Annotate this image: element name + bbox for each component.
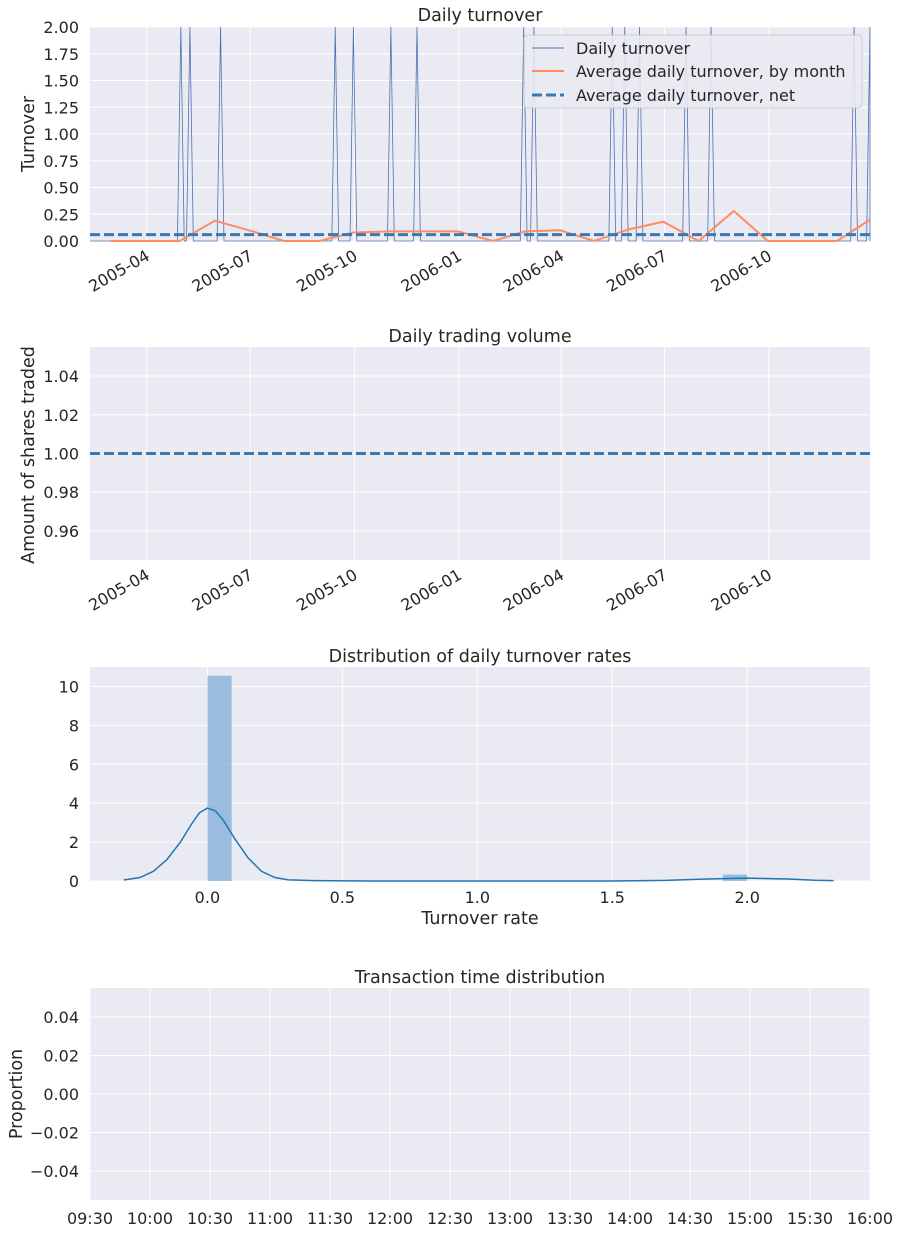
x-tick-label: 13:00 bbox=[487, 1209, 533, 1228]
plot-marks bbox=[123, 675, 834, 882]
x-tick-label: 1.5 bbox=[600, 888, 625, 907]
turnover-distribution-panel: 0 2 4 6 8 10 0.0 0.5 1.0 1.5 2.0 Distribution of … bbox=[59, 647, 870, 929]
transaction-time-panel: −0.04 −0.02 0.00 0.02 0.04 09:30 10:00 10:30 11… bbox=[7, 968, 893, 1228]
y-tick-label: 0.50 bbox=[43, 179, 79, 198]
x-tick-label: 1.0 bbox=[465, 888, 490, 907]
x-tick-labels: 2005-04 2005-07 2005-10 2006-01 2006-04 2006-… bbox=[85, 246, 775, 296]
x-tick-label: 2005-10 bbox=[293, 565, 360, 615]
x-tick-label: 2006-04 bbox=[500, 565, 567, 615]
y-tick-label: 1.00 bbox=[43, 445, 79, 464]
chart-title: Distribution of daily turnover rates bbox=[329, 647, 632, 667]
y-tick-label: 2 bbox=[69, 833, 79, 852]
chart-title: Transaction time distribution bbox=[354, 968, 606, 988]
y-tick-label: 0.75 bbox=[43, 152, 79, 171]
y-tick-label: −0.02 bbox=[30, 1124, 79, 1143]
series-line-monthly-average bbox=[110, 209, 871, 243]
x-tick-label: 2005-10 bbox=[293, 246, 360, 296]
legend-box bbox=[523, 34, 863, 109]
chart-title: Daily trading volume bbox=[388, 327, 571, 347]
x-tick-label: 2006-01 bbox=[398, 565, 465, 615]
y-tick-labels: 0.96 0.98 1.00 1.02 1.04 bbox=[43, 367, 79, 541]
x-tick-label: 2005-04 bbox=[85, 246, 152, 296]
plot-marks bbox=[90, 26, 871, 243]
daily-trading-volume-panel: 0.960.981.001.021.04 2005-04 2005-07 2005-… bbox=[19, 327, 870, 615]
histogram-bar bbox=[207, 675, 232, 881]
x-tick-labels: 0.0 0.5 1.0 1.5 2.0 bbox=[195, 888, 760, 907]
y-tick-label: 0.04 bbox=[43, 1008, 79, 1027]
x-tick-label: 12:30 bbox=[427, 1209, 473, 1228]
legend: Daily turnover Average daily turnover, b… bbox=[523, 34, 863, 109]
y-tick-label: 0.00 bbox=[43, 1085, 79, 1104]
x-tick-label: 09:30 bbox=[67, 1209, 113, 1228]
x-tick-label: 2006-04 bbox=[500, 246, 567, 296]
daily-turnover-panel: 0.00 0.25 0.50 0.75 1.00 1.25 1.50 1.75 2.00 200… bbox=[19, 6, 871, 296]
x-axis-label: Turnover rate bbox=[420, 909, 538, 929]
y-tick-label: 2.00 bbox=[43, 18, 79, 37]
x-tick-label: 16:00 bbox=[847, 1209, 893, 1228]
x-tick-label: 2006-01 bbox=[398, 246, 465, 296]
legend-entry-monthly-average: Average daily turnover, by month bbox=[576, 62, 846, 81]
x-tick-label: 13:30 bbox=[547, 1209, 593, 1228]
x-tick-label: 2005-07 bbox=[189, 565, 256, 615]
x-tick-label: 14:30 bbox=[667, 1209, 713, 1228]
x-tick-label: 2005-07 bbox=[189, 246, 256, 296]
legend-entry-net-average: Average daily turnover, net bbox=[576, 86, 795, 105]
y-tick-label: 1.75 bbox=[43, 45, 79, 64]
x-tick-label: 0.5 bbox=[330, 888, 355, 907]
y-tick-label: 4 bbox=[69, 794, 79, 813]
y-tick-label: 8 bbox=[69, 716, 79, 735]
y-tick-label: 1.25 bbox=[43, 98, 79, 117]
x-tick-label: 11:30 bbox=[307, 1209, 353, 1228]
x-tick-label: 10:00 bbox=[127, 1209, 173, 1228]
x-tick-label: 10:30 bbox=[187, 1209, 233, 1228]
x-tick-label: 12:00 bbox=[367, 1209, 413, 1228]
y-tick-label: 0.02 bbox=[43, 1046, 79, 1065]
x-tick-label: 2.0 bbox=[734, 888, 759, 907]
y-tick-label: 1.02 bbox=[43, 406, 79, 425]
x-tick-label: 0.0 bbox=[195, 888, 220, 907]
chart-title: Daily turnover bbox=[418, 6, 544, 26]
y-tick-labels: 0 2 4 6 8 10 bbox=[59, 677, 79, 891]
x-tick-label: 2005-04 bbox=[85, 565, 152, 615]
y-tick-labels: 0.00 0.25 0.50 0.75 1.00 1.25 1.50 1.75 2.00 bbox=[43, 18, 79, 251]
x-tick-label: 2006-07 bbox=[603, 246, 670, 296]
y-axis-label: Amount of shares traded bbox=[19, 346, 39, 564]
y-axis-label: Turnover bbox=[19, 95, 39, 173]
gridlines bbox=[89, 988, 871, 1200]
y-tick-label: −0.04 bbox=[30, 1162, 79, 1181]
x-tick-label: 2006-10 bbox=[708, 246, 775, 296]
x-tick-label: 15:00 bbox=[727, 1209, 773, 1228]
y-tick-label: 0.98 bbox=[43, 483, 79, 502]
y-tick-label: 0 bbox=[69, 872, 79, 891]
kde-curve bbox=[123, 807, 834, 882]
x-tick-labels: 2005-04 2005-07 2005-10 2006-01 2006-04 2006-… bbox=[85, 565, 775, 615]
y-axis-label: Proportion bbox=[7, 1049, 27, 1139]
series-line-daily-turnover bbox=[90, 26, 871, 242]
x-tick-label: 15:30 bbox=[787, 1209, 833, 1228]
x-tick-label: 14:00 bbox=[607, 1209, 653, 1228]
y-tick-label: 10 bbox=[59, 677, 79, 696]
y-tick-label: 1.00 bbox=[43, 125, 79, 144]
y-tick-label: 1.50 bbox=[43, 72, 79, 91]
x-tick-labels: 09:30 10:00 10:30 11:00 11:30 12:00 12:30 13:00… bbox=[67, 1209, 893, 1228]
legend-entry-daily-turnover: Daily turnover bbox=[576, 39, 691, 58]
y-tick-label: 0.00 bbox=[43, 232, 79, 251]
y-tick-label: 0.96 bbox=[43, 522, 79, 541]
y-tick-label: 6 bbox=[69, 755, 79, 774]
x-tick-label: 2006-10 bbox=[708, 565, 775, 615]
x-tick-label: 2006-07 bbox=[603, 565, 670, 615]
y-tick-label: 0.25 bbox=[43, 205, 79, 224]
x-tick-label: 11:00 bbox=[247, 1209, 293, 1228]
y-tick-label: 1.04 bbox=[43, 367, 79, 386]
y-tick-labels: −0.04 −0.02 0.00 0.02 0.04 bbox=[30, 1008, 79, 1181]
